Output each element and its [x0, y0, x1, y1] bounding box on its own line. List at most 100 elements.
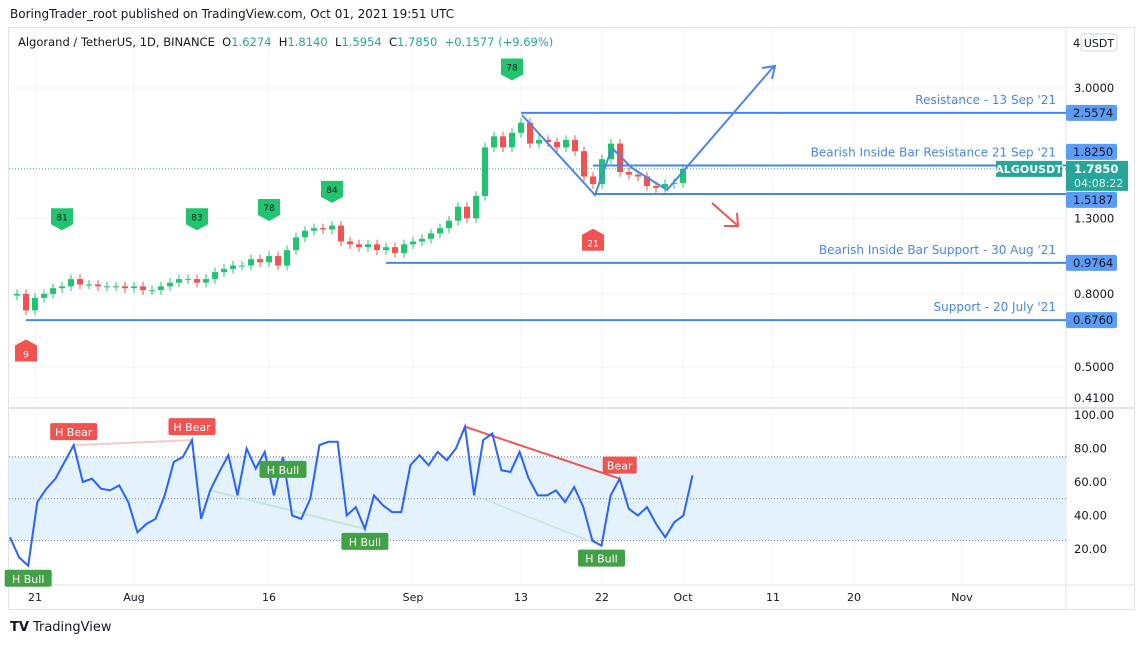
x-tick-label: Sep	[403, 591, 424, 604]
candle-body	[158, 286, 164, 291]
candle-body	[599, 159, 605, 185]
candle-body	[410, 241, 416, 245]
candle-body	[500, 136, 506, 148]
high-label: H	[278, 35, 288, 49]
level-label: Resistance - 13 Sep '21	[915, 93, 1056, 107]
level-price-text: 2.5574	[1073, 106, 1113, 120]
signal-marker	[15, 339, 37, 362]
change-value: +0.1577 (+9.69%)	[444, 35, 554, 49]
divergence-line	[209, 489, 366, 530]
candle-body	[86, 284, 92, 286]
arrow-down-line	[711, 202, 738, 226]
candle-body	[140, 286, 146, 291]
signal-marker-text: 21	[587, 240, 598, 250]
signal-marker	[51, 208, 73, 231]
divergence-label-text: Bear	[607, 460, 633, 473]
symbol-tag-text: ALGOUSDT	[995, 163, 1063, 176]
divergence-label	[578, 549, 625, 567]
candle-body	[185, 279, 191, 281]
price-tick-label: 0.8000	[1074, 287, 1114, 301]
divergence-label-text: H Bear	[173, 421, 211, 434]
tradingview-logo: TV	[10, 620, 29, 635]
last-price-tag	[1066, 160, 1128, 191]
candle-body	[320, 228, 326, 230]
candle-body	[518, 122, 524, 133]
x-tick-label: 22	[595, 591, 609, 604]
rsi-tick-label: 60.00	[1074, 475, 1107, 489]
rsi-tick-label: 40.00	[1074, 509, 1107, 523]
candle-body	[338, 225, 344, 242]
candle-body	[266, 256, 272, 263]
candle-body	[473, 195, 479, 219]
candle-body	[545, 139, 551, 143]
level-price-tag	[1066, 254, 1117, 271]
candle-body	[95, 284, 101, 287]
x-tick-label: 20	[847, 591, 861, 604]
candle-body	[104, 286, 110, 288]
divergence-line	[73, 439, 193, 447]
x-tick-label: 11	[766, 591, 780, 604]
low-value: 1.5954	[341, 35, 382, 49]
x-tick-label: 16	[262, 591, 276, 604]
close-label: C	[389, 35, 398, 49]
arrow-down-icon	[724, 212, 740, 227]
candle-body	[221, 268, 227, 273]
symbol-legend: Algorand / TetherUS, 1D, BINANCE O1.6274…	[18, 35, 553, 49]
level-label: Bearish Inside Bar Resistance 21 Sep '21	[811, 145, 1056, 159]
axis-top-label: 4	[1073, 36, 1080, 50]
signal-marker-text: 83	[191, 213, 202, 223]
candle-body	[590, 176, 596, 185]
candle-body	[68, 279, 74, 287]
candle-body	[527, 122, 533, 144]
candle-body	[23, 293, 29, 311]
price-tick-label: 1.3000	[1074, 211, 1114, 225]
x-tick-label: Nov	[951, 591, 973, 604]
divergence-label	[602, 456, 637, 474]
divergence-line	[473, 494, 602, 547]
price-tick-label: 0.5000	[1074, 360, 1114, 374]
candle-body	[14, 293, 20, 296]
candle-body	[653, 185, 659, 188]
signal-marker	[258, 198, 280, 221]
candle-body	[635, 174, 641, 177]
candle-body	[419, 238, 425, 242]
level-price-text: 0.9764	[1073, 256, 1113, 270]
x-tick-label: Aug	[123, 591, 144, 604]
candle-body	[626, 171, 632, 175]
candle-body	[302, 230, 308, 238]
divergence-label	[4, 569, 52, 587]
candle-body	[464, 206, 470, 219]
currency-label: USDT	[1084, 37, 1115, 50]
candle-body	[428, 233, 434, 239]
rsi-tick-label: 100.00	[1074, 408, 1114, 422]
symbol-name: Algorand / TetherUS, 1D, BINANCE	[18, 35, 215, 49]
signal-marker	[186, 208, 208, 231]
level-label: Bearish Inside Bar Support - 30 Aug '21	[819, 243, 1056, 257]
signal-marker	[321, 180, 343, 203]
divergence-label-text: H Bull	[12, 573, 44, 586]
candle-body	[149, 290, 155, 292]
candle-body	[50, 288, 56, 294]
candle-body	[365, 244, 371, 248]
level-price-text: 0.6760	[1073, 313, 1113, 327]
x-tick-label: 21	[28, 591, 42, 604]
candle-body	[536, 139, 542, 144]
divergence-label	[341, 532, 389, 550]
open-label: O	[222, 35, 232, 49]
level-price-text: 1.5187	[1073, 193, 1113, 207]
candle-body	[581, 151, 587, 177]
candle-body	[329, 225, 335, 230]
level-price-tag	[1066, 191, 1117, 208]
candle-body	[239, 265, 245, 267]
candle-body	[176, 279, 182, 283]
candle-body	[203, 279, 209, 283]
signal-marker	[582, 228, 604, 251]
price-tick-label: 3.0000	[1074, 81, 1114, 95]
candle-body	[509, 132, 515, 148]
candle-body	[275, 256, 281, 266]
low-label: L	[335, 35, 342, 49]
candle-body	[572, 139, 578, 152]
rsi-tick-label: 80.00	[1074, 442, 1107, 456]
candle-body	[356, 244, 362, 248]
